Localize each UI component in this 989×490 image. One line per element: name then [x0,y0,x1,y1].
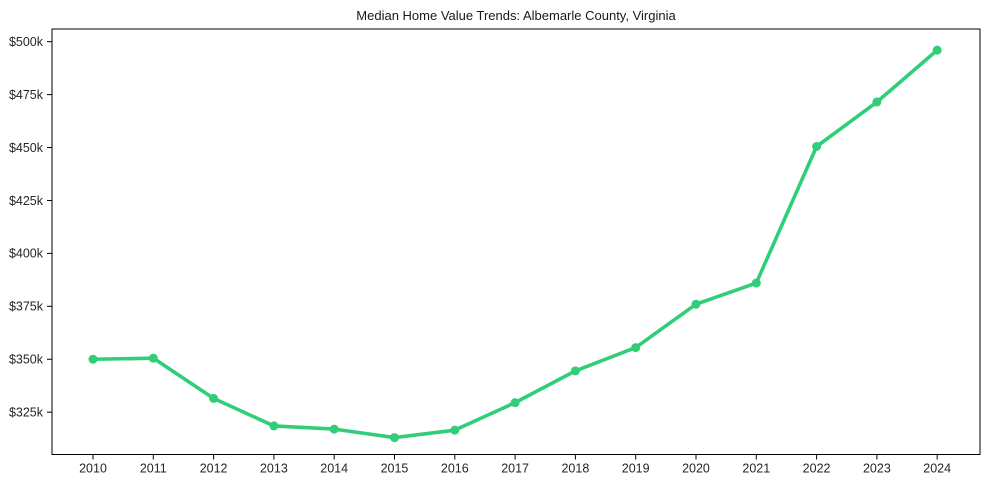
trend-line [91,48,939,440]
x-tick-label: 2014 [320,462,348,476]
x-tick-label: 2024 [923,462,951,476]
y-tick-label: $400k [9,247,44,261]
data-point [209,393,219,403]
chart-title: Median Home Value Trends: Albemarle Coun… [356,8,676,23]
data-point [269,421,279,431]
x-tick-label: 2012 [200,462,228,476]
data-point [329,424,339,434]
x-tick-label: 2020 [682,462,710,476]
data-point [389,433,399,443]
x-tick-label: 2018 [561,462,589,476]
data-point [510,398,520,408]
x-tick-label: 2021 [742,462,770,476]
y-tick-label: $350k [9,353,44,367]
y-tick-label: $375k [9,300,44,314]
x-tick-label: 2013 [260,462,288,476]
y-tick-label: $500k [9,35,44,49]
data-point [691,299,701,309]
y-tick-label: $450k [9,141,44,155]
data-point [631,343,641,353]
x-tick-label: 2015 [381,462,409,476]
x-tick-label: 2011 [140,462,167,476]
data-point [751,278,761,288]
data-point [872,97,882,107]
data-point [88,354,98,364]
y-tick-label: $325k [9,405,44,419]
x-tick-label: 2010 [79,462,107,476]
y-tick-label: $425k [9,194,44,208]
data-point [570,366,580,376]
data-point [148,353,158,363]
data-point [450,425,460,435]
x-tick-label: 2019 [622,462,650,476]
x-tick-label: 2023 [863,462,891,476]
plot-border [51,28,981,455]
x-tick-label: 2016 [441,462,469,476]
y-tick-label: $475k [9,88,44,102]
x-tick-label: 2017 [501,462,529,476]
x-tick-label: 2022 [803,462,831,476]
data-point [812,141,822,151]
data-point [932,45,942,55]
